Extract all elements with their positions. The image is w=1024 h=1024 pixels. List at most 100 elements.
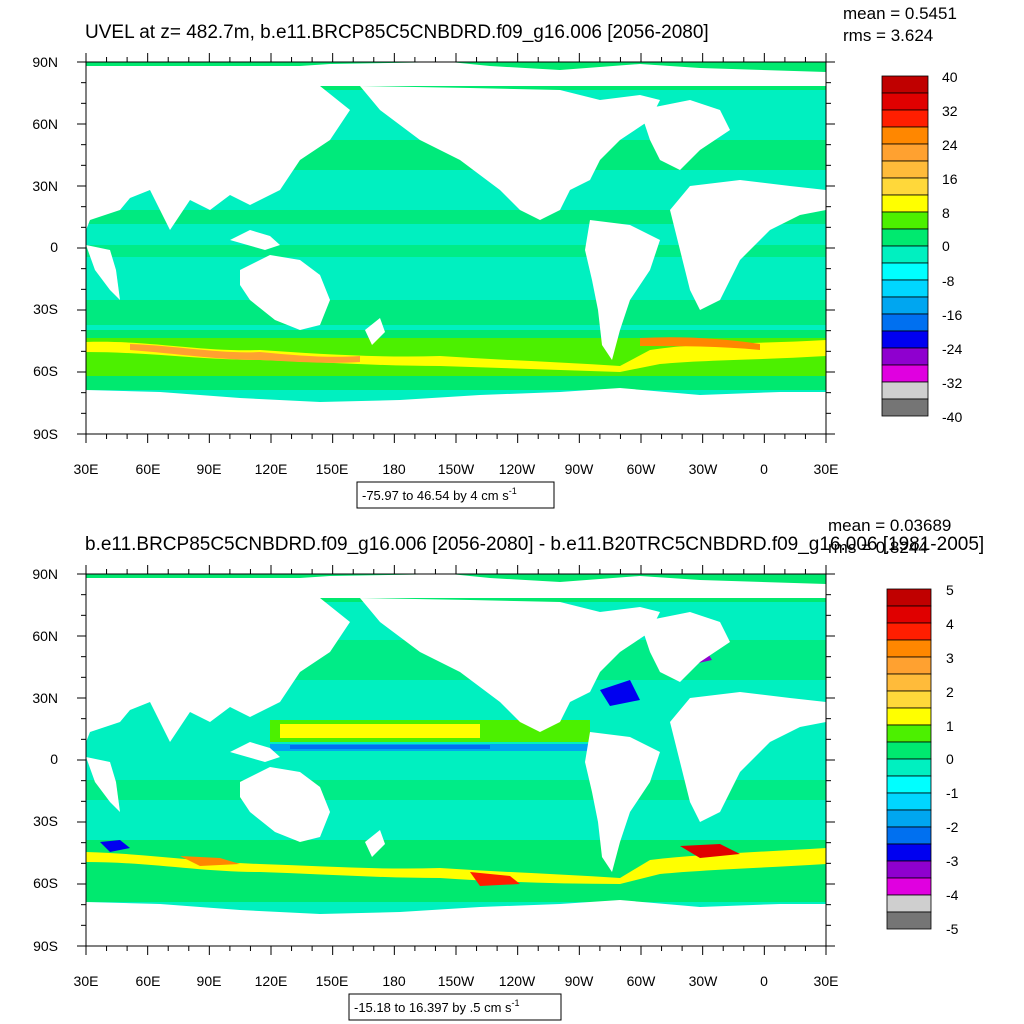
svg-text:30E: 30E [74, 461, 99, 477]
svg-text:120E: 120E [255, 461, 288, 477]
svg-text:30W: 30W [689, 973, 719, 989]
panel-2: b.e11.BRCP85C5CNBDRD.f09_g16.006 [2056-2… [32, 516, 984, 1021]
colorbar-swatch [886, 894, 932, 913]
colorbar-swatch [881, 126, 929, 145]
colorbar-swatch [881, 313, 929, 332]
panel-1-title: UVEL at z= 482.7m, b.e11.BRCP85C5CNBDRD.… [85, 22, 709, 43]
colorbar-swatch [886, 622, 932, 641]
colorbar-swatch [881, 143, 929, 162]
colorbar-swatch [881, 296, 929, 315]
colorbar-swatch [886, 690, 932, 709]
svg-text:60N: 60N [32, 628, 58, 644]
svg-text:60W: 60W [627, 973, 657, 989]
colorbar-swatch [886, 792, 932, 811]
panel-1: UVEL at z= 482.7m, b.e11.BRCP85C5CNBDRD.… [32, 4, 962, 509]
svg-text:8: 8 [942, 205, 950, 221]
svg-text:-2: -2 [946, 819, 959, 835]
svg-text:60S: 60S [33, 363, 58, 379]
colorbar-swatch [886, 605, 932, 624]
colorbar-swatch [886, 826, 932, 845]
svg-text:150E: 150E [316, 461, 349, 477]
colorbar-swatch [886, 775, 932, 794]
svg-text:-24: -24 [942, 341, 962, 357]
svg-text:30N: 30N [32, 690, 58, 706]
colorbar-swatch [881, 75, 929, 94]
svg-text:30S: 30S [33, 813, 58, 829]
svg-text:90E: 90E [197, 973, 222, 989]
svg-text:120W: 120W [499, 973, 536, 989]
svg-text:0: 0 [760, 461, 768, 477]
svg-text:120E: 120E [255, 973, 288, 989]
svg-text:0: 0 [942, 238, 950, 254]
panel-1-lon-axis: 30E 60E 90E 120E 150E 180 150W 120W 90W … [74, 461, 839, 477]
svg-text:180: 180 [382, 461, 406, 477]
svg-text:30S: 30S [33, 301, 58, 317]
svg-text:-40: -40 [942, 409, 962, 425]
colorbar-swatch [881, 177, 929, 196]
colorbar-swatch [886, 860, 932, 879]
panel-2-map [80, 573, 827, 947]
svg-text:90N: 90N [32, 54, 58, 70]
panel-2-lon-axis: 30E 60E 90E 120E 150E 180 150W 120W 90W … [74, 973, 839, 989]
panel-2-colorbar-labels: 5 4 3 2 1 0 -1 -2 -3 -4 -5 [946, 582, 959, 937]
svg-text:-15.18 to 16.397 by .5 cm s-1: -15.18 to 16.397 by .5 cm s-1 [354, 998, 520, 1015]
panel-2-rms: rms = 0.8244 [828, 538, 928, 557]
colorbar-swatch [886, 843, 932, 862]
svg-text:30W: 30W [689, 461, 719, 477]
panel-1-mean: mean = 0.5451 [843, 4, 957, 23]
svg-text:180: 180 [382, 973, 406, 989]
colorbar-swatch [881, 92, 929, 111]
panel-1-lat-axis: 90N 60N 30N 0 30S 60S 90S [32, 54, 58, 442]
svg-text:5: 5 [946, 582, 954, 598]
svg-text:30E: 30E [74, 973, 99, 989]
panel-1-rms: rms = 3.624 [843, 26, 933, 45]
colorbar-swatch [881, 279, 929, 298]
svg-text:150W: 150W [438, 973, 475, 989]
svg-text:0: 0 [50, 751, 58, 767]
colorbar-swatch [881, 109, 929, 128]
svg-text:90N: 90N [32, 566, 58, 582]
colorbar-swatch [881, 381, 929, 400]
svg-text:4: 4 [946, 616, 954, 632]
colorbar-swatch [886, 911, 932, 930]
svg-text:-32: -32 [942, 375, 962, 391]
colorbar-swatch [881, 211, 929, 230]
svg-text:0: 0 [946, 751, 954, 767]
svg-text:1: 1 [946, 718, 954, 734]
svg-text:0: 0 [760, 973, 768, 989]
panel-2-title: b.e11.BRCP85C5CNBDRD.f09_g16.006 [2056-2… [85, 534, 984, 555]
svg-text:0: 0 [50, 239, 58, 255]
panel-2-colorbar [886, 588, 932, 930]
colorbar-swatch [886, 724, 932, 743]
panel-1-colorbar-labels: 40 32 24 16 8 0 -8 -16 -24 -32 -40 [942, 69, 962, 425]
svg-text:-75.97 to 46.54 by 4 cm s-1: -75.97 to 46.54 by 4 cm s-1 [362, 486, 517, 503]
colorbar-swatch [881, 398, 929, 417]
svg-text:-8: -8 [942, 273, 955, 289]
colorbar-swatch [881, 347, 929, 366]
svg-text:24: 24 [942, 137, 958, 153]
svg-text:-1: -1 [946, 785, 959, 801]
colorbar-swatch [881, 194, 929, 213]
colorbar-swatch [886, 741, 932, 760]
colorbar-swatch [881, 330, 929, 349]
svg-text:60W: 60W [627, 461, 657, 477]
svg-text:60E: 60E [136, 461, 161, 477]
svg-text:-16: -16 [942, 307, 962, 323]
colorbar-swatch [881, 245, 929, 264]
svg-text:-5: -5 [946, 921, 959, 937]
colorbar-swatch [886, 877, 932, 896]
colorbar-swatch [886, 639, 932, 658]
svg-text:3: 3 [946, 650, 954, 666]
svg-text:-4: -4 [946, 887, 959, 903]
colorbar-swatch [886, 758, 932, 777]
colorbar-swatch [881, 364, 929, 383]
panel-1-range-box: -75.97 to 46.54 by 4 cm s-1 [356, 481, 555, 509]
panel-1-ticks [77, 53, 835, 443]
svg-text:30N: 30N [32, 178, 58, 194]
colorbar-swatch [886, 656, 932, 675]
colorbar-swatch [881, 160, 929, 179]
svg-text:2: 2 [946, 684, 954, 700]
svg-text:30E: 30E [814, 461, 839, 477]
panel-1-map [80, 61, 827, 435]
